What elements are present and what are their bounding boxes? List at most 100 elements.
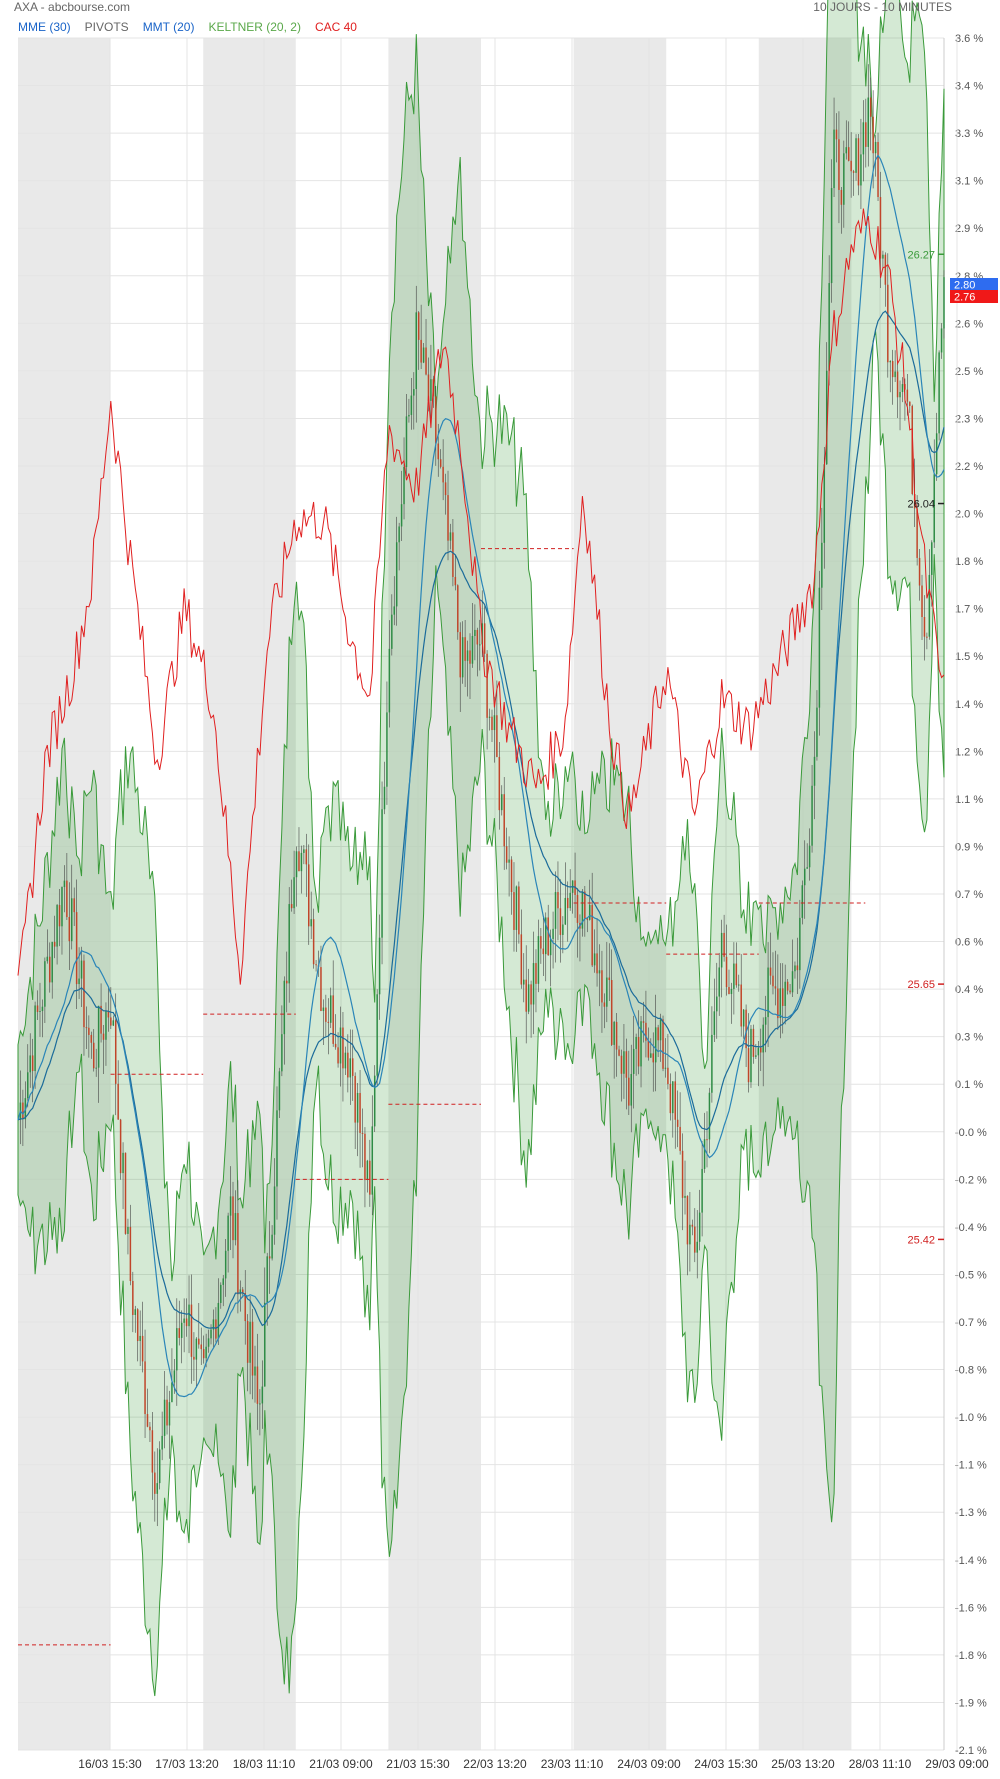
candle-body [53,941,56,947]
candle-body [488,716,491,718]
y-tick-label: 3.3 % [955,128,983,140]
y-tick-label: 1.5 % [955,651,983,663]
candle-body [694,1226,696,1253]
candle-body [635,1036,637,1049]
legend-item-cac40[interactable]: CAC 40 [314,20,357,34]
y-tick-label: -0.0 % [955,1127,987,1139]
candle-body [278,1071,281,1111]
candle-body [816,707,818,757]
y-tick-label: -1.4 % [955,1555,987,1567]
candle-body [850,160,852,172]
candle-body [720,932,723,968]
candle-body [686,1195,689,1245]
candle-body [569,892,571,909]
candle-body [144,1361,146,1415]
candle-body [400,504,403,527]
candle-body [132,1280,134,1315]
candle-body [457,585,459,633]
x-tick-label: 17/03 13:20 [155,1757,219,1771]
legend-item-keltner[interactable]: KELTNER (20, 2) [208,20,301,34]
candle-body [420,339,422,363]
candle-body [591,904,593,966]
candle-body [268,1256,271,1259]
candle-body [654,1027,657,1063]
candle-body [71,898,73,942]
candle-body [630,1073,633,1106]
candle-body [366,1160,369,1181]
chart-period[interactable]: 10 JOURS - 10 MINUTES [813,0,952,14]
candle-body [596,953,598,974]
candle-body [760,1047,762,1053]
candle-body [437,443,439,460]
candle-body [342,1027,344,1069]
candle-body [493,715,496,731]
candle-body [564,897,567,925]
candle-body [906,389,909,402]
candle-body [860,154,862,186]
candle-body [901,384,904,392]
candle-body [584,891,586,919]
candle-body [796,965,799,971]
candle-body [791,971,794,993]
candle-body [176,1328,178,1371]
candle-body [398,526,400,543]
y-tick-label: 3.4 % [955,81,983,93]
candle-body [110,1017,112,1026]
candle-body [505,846,508,863]
candle-body [391,614,393,649]
candle-body [608,977,611,981]
candle-body [752,1028,755,1057]
candle-body [852,171,855,173]
candle-body [61,887,63,927]
legend-item-pivots[interactable]: PIVOTS [84,20,129,34]
candle-body [884,254,887,285]
x-tick-label: 29/03 09:00 [925,1757,989,1771]
candle-body [640,1021,642,1067]
candle-body [554,892,557,929]
candle-body [212,1319,215,1330]
candle-body [483,623,486,654]
candle-body [22,1102,24,1120]
x-tick-label: 24/03 15:30 [694,1757,758,1771]
candle-body [620,1055,623,1074]
candle-body [762,1024,764,1053]
candle-body [535,963,537,984]
candle-body [141,1335,144,1362]
candle-body [642,1021,645,1023]
candle-body [764,1017,767,1025]
candle-body [251,1321,254,1376]
current-badges: 2.802.76 [950,278,998,304]
candle-body [730,988,733,995]
candle-body [882,254,884,259]
candle-body [97,1005,100,1068]
candle-body [931,542,933,575]
legend: MME (30) PIVOTS MMT (20) KELTNER (20, 2)… [18,20,357,34]
candle-body [828,283,830,371]
candle-body [85,1027,88,1029]
candle-body [681,1150,684,1198]
legend-item-mme[interactable]: MME (30) [18,20,71,34]
candle-body [586,918,589,920]
candle-body [540,936,542,949]
candle-body [833,129,835,189]
candle-body [95,1067,97,1069]
x-tick-label: 21/03 15:30 [386,1757,450,1771]
candle-body [369,1160,371,1195]
candle-body [740,984,742,1027]
candle-body [371,1126,374,1195]
price-annotations: 26.27 26.04 25.65 25.42 [907,249,944,1246]
candle-body [327,1021,330,1023]
candle-body [840,189,843,205]
y-tick-label: -1.9 % [955,1697,987,1709]
legend-item-mmt[interactable]: MMT (20) [142,20,195,34]
candle-body [68,917,71,942]
chart-title: AXA - abcbourse.com [14,0,131,14]
candle-body [210,1329,212,1339]
candle-body [254,1366,256,1376]
candle-body [447,495,449,541]
candle-body [867,97,870,147]
candle-body [552,928,554,939]
candle-body [195,1338,198,1360]
candle-body [51,941,53,983]
candle-body [718,967,720,997]
